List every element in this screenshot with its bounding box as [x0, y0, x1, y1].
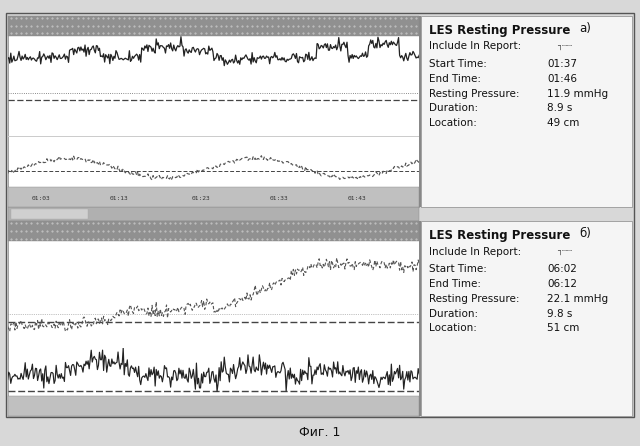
Bar	[8, 207, 419, 221]
Bar	[11, 209, 88, 219]
Text: Location:: Location:	[429, 323, 477, 333]
Text: 8.9 s: 8.9 s	[547, 103, 573, 113]
Text: Start Time:: Start Time:	[429, 264, 486, 274]
Text: Duration:: Duration:	[429, 309, 478, 318]
Bar	[421, 16, 632, 207]
Text: LES Resting Pressure: LES Resting Pressure	[429, 24, 570, 37]
Text: 01:13: 01:13	[109, 196, 128, 201]
Text: 01:33: 01:33	[270, 196, 289, 201]
Bar	[419, 16, 421, 207]
Text: 01:43: 01:43	[348, 196, 367, 201]
Text: Resting Pressure:: Resting Pressure:	[429, 294, 519, 304]
Text: Resting Pressure:: Resting Pressure:	[429, 89, 519, 99]
Bar	[8, 221, 419, 416]
Text: Include In Report:: Include In Report:	[429, 41, 521, 51]
Text: Start Time:: Start Time:	[429, 59, 486, 69]
Text: Фиг. 1: Фиг. 1	[300, 426, 340, 439]
Text: 49 cm: 49 cm	[547, 118, 580, 128]
Bar	[8, 396, 419, 416]
Text: 11.9 mmHg: 11.9 mmHg	[547, 89, 609, 99]
Text: 01:37: 01:37	[547, 59, 577, 69]
Text: 01:03: 01:03	[31, 196, 50, 201]
Text: End Time:: End Time:	[429, 74, 481, 84]
Text: 06:12: 06:12	[547, 279, 577, 289]
Bar	[8, 136, 419, 137]
Text: Duration:: Duration:	[429, 103, 478, 113]
Bar	[8, 16, 419, 36]
Text: 01:46: 01:46	[547, 74, 577, 84]
Bar	[421, 221, 632, 416]
Bar	[419, 221, 421, 416]
Text: 9.8 s: 9.8 s	[547, 309, 573, 318]
Bar	[8, 16, 419, 207]
Text: 22.1 mmHg: 22.1 mmHg	[547, 294, 609, 304]
Text: a): a)	[579, 22, 591, 35]
Text: б): б)	[579, 227, 591, 240]
Text: LES Resting Pressure: LES Resting Pressure	[429, 229, 570, 242]
Text: ┐┈┈: ┐┈┈	[557, 41, 572, 50]
Bar	[8, 187, 419, 207]
Text: End Time:: End Time:	[429, 279, 481, 289]
Text: Include In Report:: Include In Report:	[429, 247, 521, 256]
Text: Location:: Location:	[429, 118, 477, 128]
Bar	[8, 221, 419, 241]
Text: 01:23: 01:23	[192, 196, 211, 201]
Text: ┐┈┈: ┐┈┈	[557, 246, 572, 255]
Text: 06:02: 06:02	[547, 264, 577, 274]
Text: 51 cm: 51 cm	[547, 323, 580, 333]
